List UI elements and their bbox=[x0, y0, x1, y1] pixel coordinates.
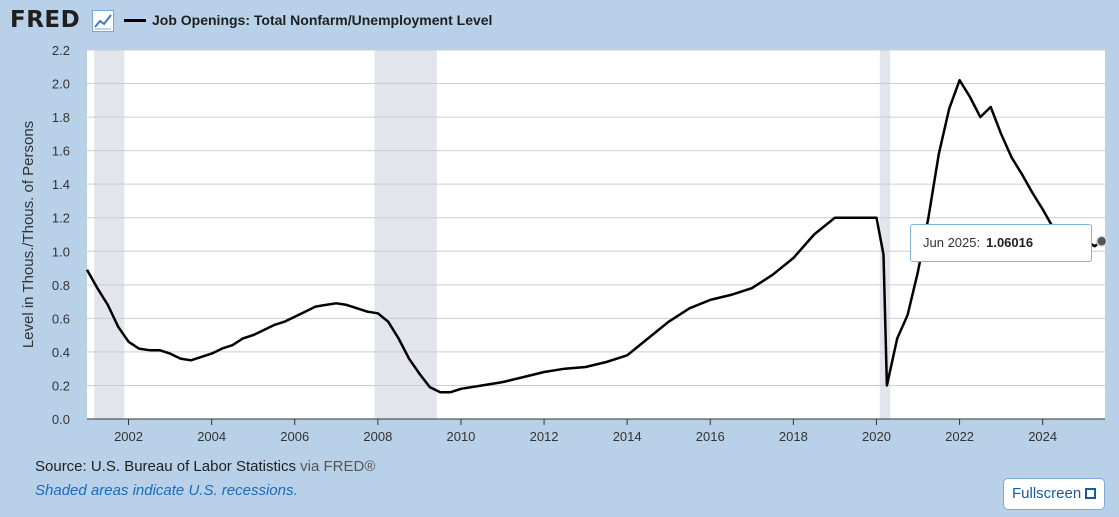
fred-logo[interactable]: FRED bbox=[10, 7, 81, 33]
x-tick-label: 2016 bbox=[696, 429, 725, 444]
y-tick-label: 2.0 bbox=[52, 77, 70, 92]
recession-band bbox=[374, 50, 437, 419]
y-tick-label: 0.6 bbox=[52, 311, 70, 326]
x-tick-label: 2018 bbox=[779, 429, 808, 444]
x-tick-label: 2022 bbox=[945, 429, 974, 444]
x-tick-label: 2006 bbox=[280, 429, 309, 444]
x-tick-label: 2024 bbox=[1028, 429, 1057, 444]
y-tick-label: 1.0 bbox=[52, 244, 70, 259]
value-tooltip: Jun 2025: 1.06016 bbox=[910, 224, 1092, 262]
x-tick-label: 2002 bbox=[114, 429, 143, 444]
y-tick-label: 1.2 bbox=[52, 211, 70, 226]
x-tick-label: 2014 bbox=[613, 429, 642, 444]
x-tick-label: 2010 bbox=[446, 429, 475, 444]
x-tick-label: 2004 bbox=[197, 429, 226, 444]
y-axis-label: Level in Thous./Thous. of Persons bbox=[20, 121, 37, 348]
trend-chart-icon bbox=[92, 10, 114, 32]
y-tick-label: 1.6 bbox=[52, 144, 70, 159]
y-tick-label: 2.2 bbox=[52, 43, 70, 58]
y-tick-label: 0.2 bbox=[52, 378, 70, 393]
source-via-link[interactable]: via FRED® bbox=[300, 458, 376, 475]
recession-band bbox=[94, 50, 125, 419]
source-line: Source: U.S. Bureau of Labor Statistics … bbox=[35, 458, 375, 475]
recession-band bbox=[879, 50, 891, 419]
fullscreen-button[interactable]: Fullscreen bbox=[1003, 478, 1105, 510]
y-tick-label: 1.4 bbox=[52, 177, 70, 192]
x-tick-label: 2012 bbox=[530, 429, 559, 444]
y-tick-label: 1.8 bbox=[52, 110, 70, 125]
y-tick-label: 0.8 bbox=[52, 278, 70, 293]
source-text: Source: U.S. Bureau of Labor Statistics bbox=[35, 458, 296, 475]
tooltip-value: 1.06016 bbox=[986, 235, 1034, 250]
tooltip-date: Jun 2025: bbox=[923, 235, 981, 250]
fullscreen-label: Fullscreen bbox=[1012, 485, 1082, 502]
x-tick-label: 2008 bbox=[363, 429, 392, 444]
hover-marker bbox=[1095, 235, 1108, 247]
series-line bbox=[85, 78, 1103, 394]
legend-series-label: Job Openings: Total Nonfarm/Unemployment… bbox=[152, 12, 493, 28]
y-tick-label: 0.0 bbox=[52, 412, 70, 427]
legend-swatch bbox=[124, 19, 146, 22]
x-tick-label: 2020 bbox=[862, 429, 891, 444]
chart-header: FRED Job Openings: Total Nonfarm/Unemplo… bbox=[0, 0, 1119, 40]
recession-note: Shaded areas indicate U.S. recessions. bbox=[35, 482, 298, 499]
fullscreen-icon bbox=[1085, 488, 1097, 499]
y-tick-label: 0.4 bbox=[52, 345, 70, 360]
